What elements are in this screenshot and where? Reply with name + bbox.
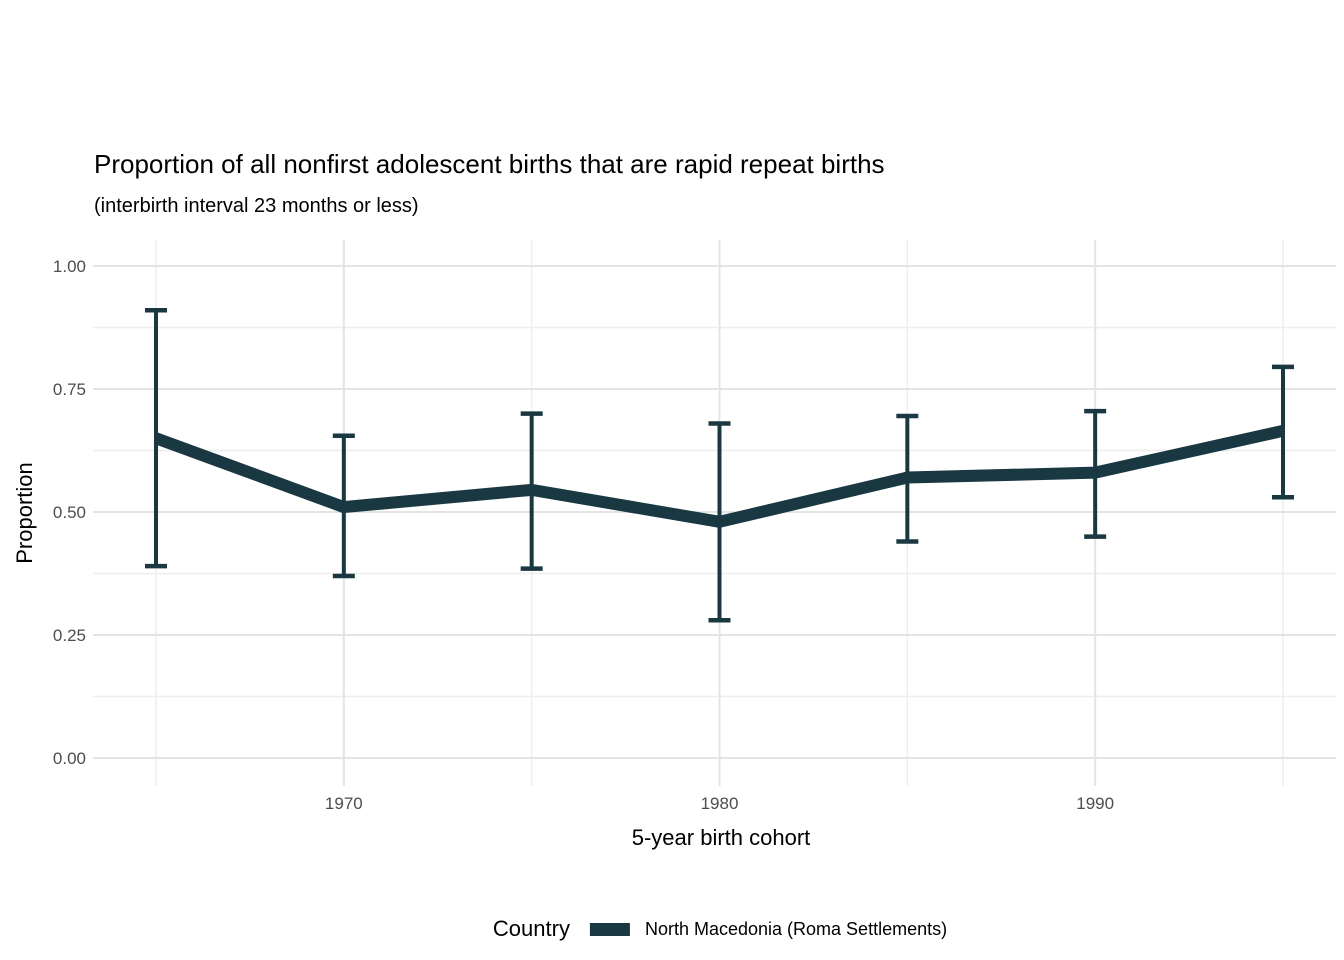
x-tick-label: 1970 [324, 794, 363, 813]
chart-title: Proportion of all nonfirst adolescent bi… [94, 149, 885, 179]
chart-subtitle: (interbirth interval 23 months or less) [94, 195, 419, 217]
y-tick-label: 0.50 [52, 502, 86, 522]
legend: Country North Macedonia (Roma Settlement… [493, 916, 947, 942]
y-tick-label: 0.00 [52, 748, 86, 768]
y-tick-label: 0.25 [52, 625, 86, 645]
data-series-line [153, 424, 1285, 528]
y-axis-title: Proportion [12, 462, 37, 564]
legend-line-swatch [589, 922, 630, 936]
x-tick-label: 1980 [700, 794, 739, 813]
legend-title: Country [492, 916, 570, 941]
y-tick-label: 0.75 [52, 379, 86, 399]
y-tick-label: 1.00 [52, 256, 86, 276]
x-tick-label: 1990 [1076, 794, 1115, 813]
x-axis-title: 5-year birth cohort [631, 825, 811, 850]
legend-entry-label: North Macedonia (Roma Settlements) [644, 918, 948, 939]
